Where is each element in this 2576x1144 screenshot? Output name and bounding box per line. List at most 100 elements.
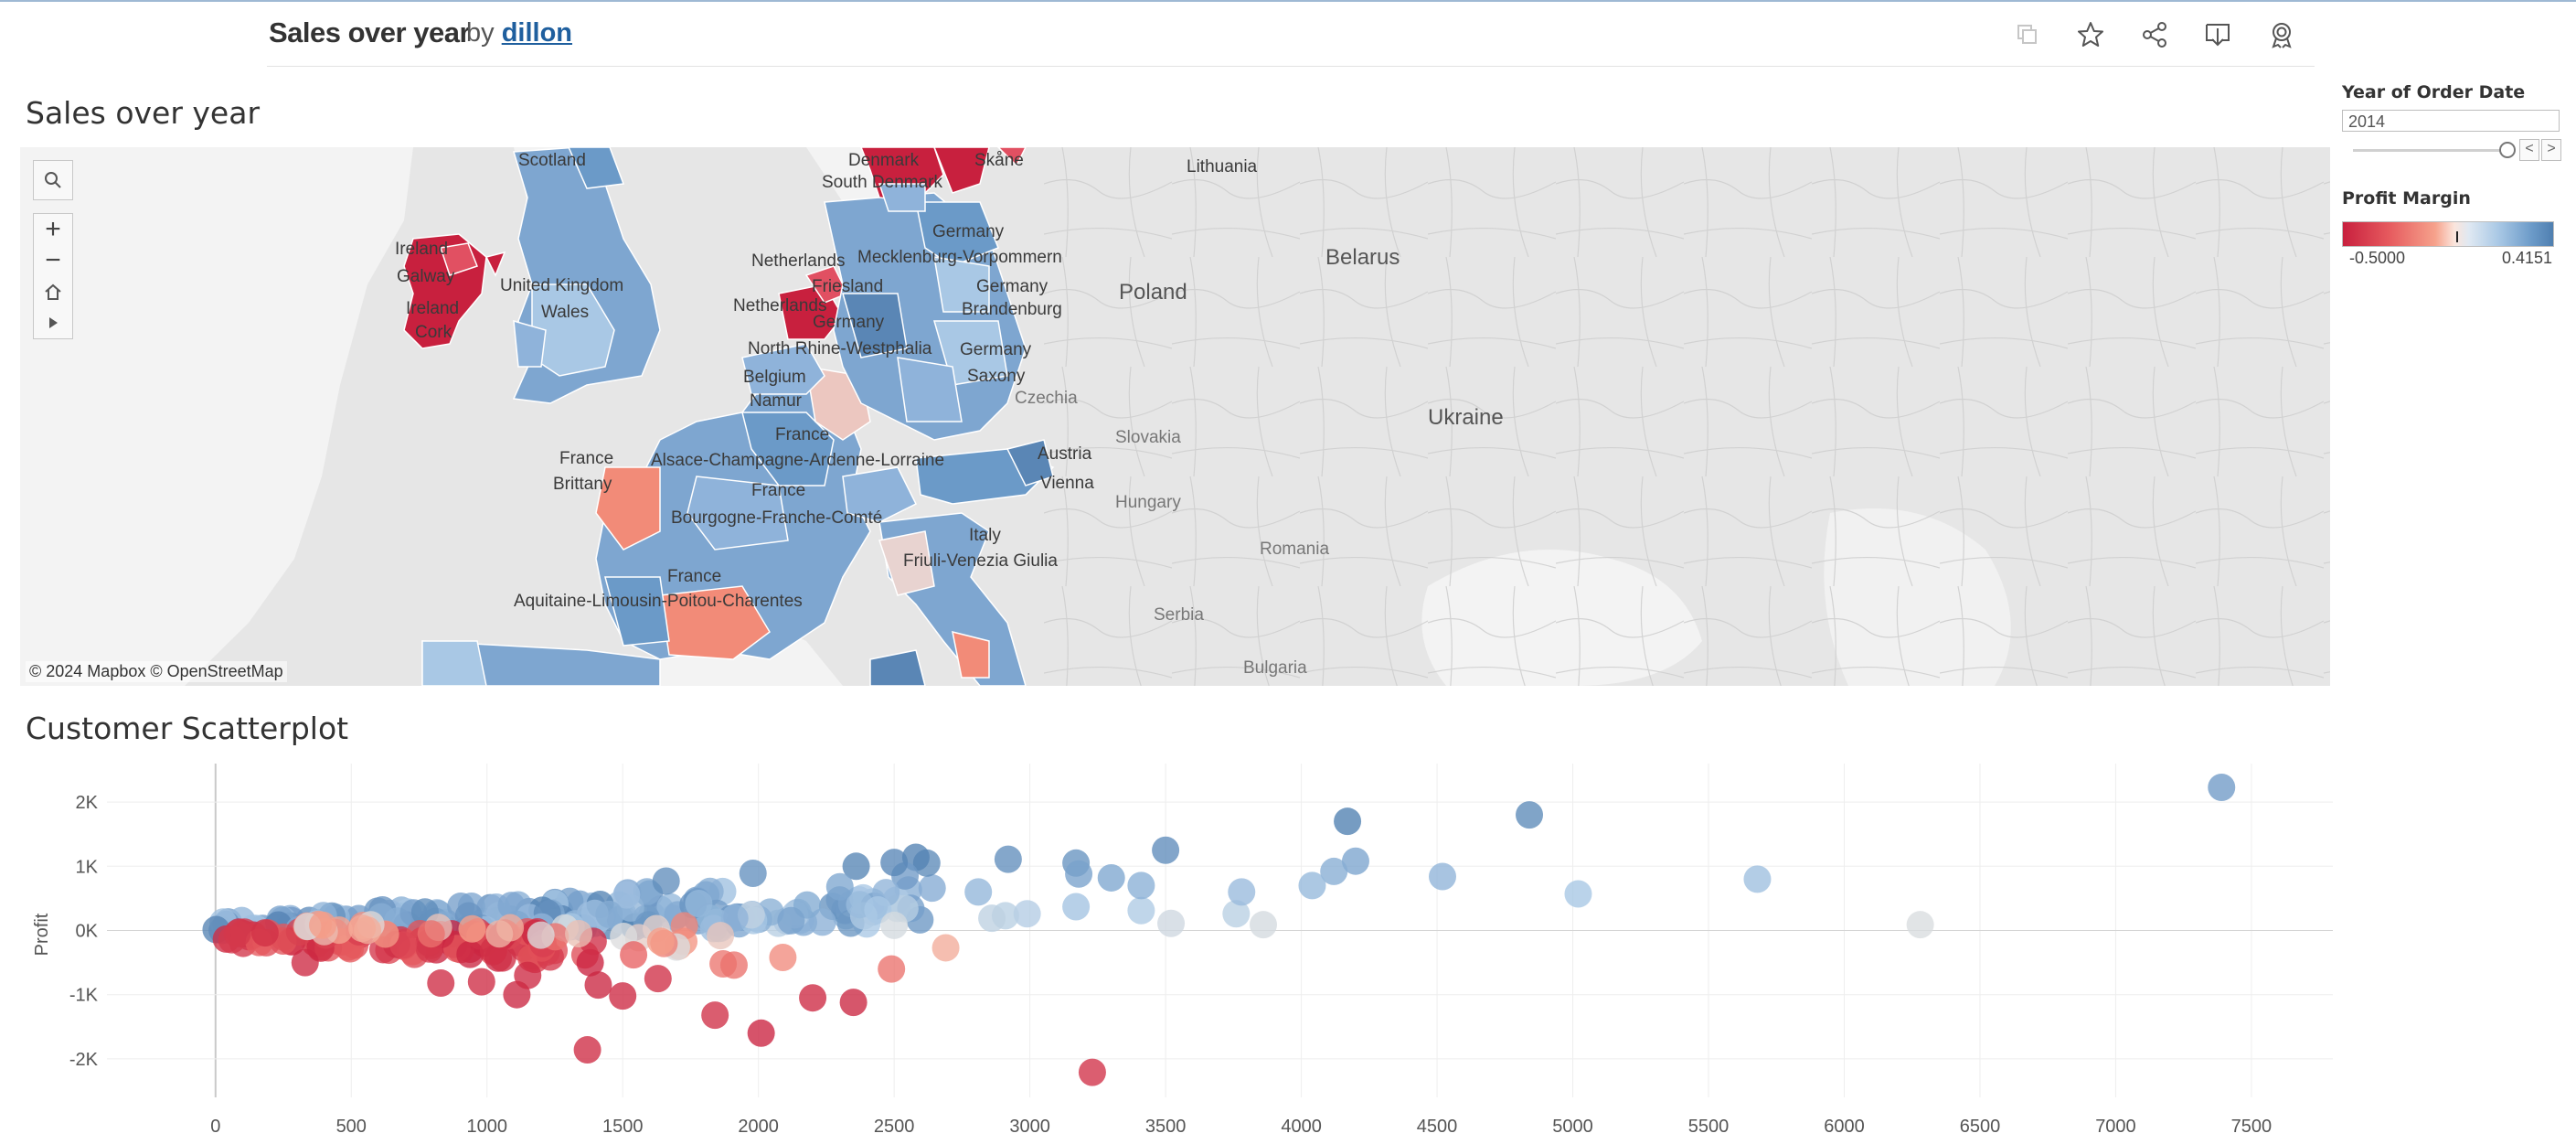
map-labels: Scotland Denmark Skåne South Denmark Lit… (395, 151, 1504, 678)
scatter-point[interactable] (573, 1036, 601, 1064)
scatter-point[interactable] (458, 914, 486, 943)
x-tick-label: 4000 (1281, 1117, 1322, 1137)
zoom-out-button[interactable]: − (45, 245, 61, 275)
download-button[interactable] (2201, 18, 2234, 51)
scatter-point[interactable] (747, 1019, 775, 1047)
scatter-point[interactable] (707, 922, 735, 950)
scatter-point[interactable] (576, 948, 604, 977)
scatter-point[interactable] (612, 881, 641, 909)
scatter-point[interactable] (467, 968, 495, 996)
scatter-point[interactable] (1152, 836, 1180, 864)
label-wales: Wales (541, 303, 589, 322)
scatter-section-title: Customer Scatterplot (26, 711, 349, 746)
map-search-button[interactable] (33, 160, 73, 200)
scatter-point[interactable] (2208, 773, 2236, 801)
slider-thumb[interactable] (2499, 142, 2516, 158)
scatter-point[interactable] (1516, 801, 1544, 829)
scatter-point[interactable] (685, 890, 713, 918)
scatter-point[interactable] (1228, 878, 1256, 906)
scatter-point[interactable] (527, 921, 555, 949)
scatter-point[interactable] (652, 867, 680, 895)
scatter-point[interactable] (1127, 871, 1155, 900)
scatter-point[interactable] (769, 943, 797, 971)
scatter-point[interactable] (825, 872, 854, 901)
scatter-point[interactable] (1157, 909, 1186, 937)
scatter-point[interactable] (777, 906, 805, 935)
scatter-point[interactable] (644, 965, 672, 993)
scatter-point[interactable] (1250, 911, 1278, 939)
scatter-point[interactable] (565, 920, 593, 948)
scatter-point[interactable] (485, 920, 514, 948)
year-next-button[interactable]: > (2541, 139, 2561, 161)
legend-range: -0.5000 0.4151 (2342, 249, 2554, 271)
scatter-point[interactable] (514, 961, 542, 989)
scatter-point[interactable] (839, 989, 868, 1017)
scatter-point[interactable] (918, 874, 946, 903)
scatter-point[interactable] (348, 914, 377, 943)
legend-max: 0.4151 (2501, 249, 2552, 267)
reset-view-button[interactable] (34, 276, 72, 307)
scatter-point[interactable] (799, 984, 827, 1012)
scatter-point[interactable] (1743, 865, 1772, 893)
scatter-point[interactable] (1564, 880, 1592, 908)
scatter-point[interactable] (880, 911, 909, 939)
scatter-point[interactable] (1320, 857, 1348, 885)
slider-track[interactable] (2353, 149, 2507, 152)
scatter-point[interactable] (1013, 900, 1041, 928)
scatter-point[interactable] (1065, 860, 1093, 888)
scatter-point[interactable] (646, 927, 675, 956)
scatter-point[interactable] (1429, 862, 1456, 891)
badge-button[interactable] (2265, 18, 2298, 51)
scatter-point[interactable] (1222, 900, 1251, 928)
scatter-point[interactable] (978, 904, 1006, 933)
scatter-point[interactable] (880, 849, 909, 877)
scatter-point[interactable] (1097, 863, 1125, 892)
scatter-point[interactable] (1078, 1058, 1106, 1086)
favorite-button[interactable] (2074, 18, 2107, 51)
x-tick-label: 4500 (1417, 1117, 1458, 1137)
scatter-point[interactable] (250, 919, 279, 947)
scatter-point[interactable] (1341, 847, 1369, 875)
year-prev-button[interactable]: < (2519, 139, 2539, 161)
scatter-point[interactable] (1298, 871, 1326, 900)
author-link[interactable]: dillon (501, 18, 573, 48)
scatter-point[interactable] (719, 951, 748, 979)
scatter-point[interactable] (701, 1001, 729, 1030)
copy-button[interactable] (2011, 18, 2044, 51)
scatter-point[interactable] (1127, 896, 1155, 925)
scatter-point[interactable] (427, 969, 455, 998)
scatter-point[interactable] (670, 912, 698, 940)
scatter-point[interactable] (739, 860, 767, 888)
customer-scatterplot[interactable]: 0 500 1000 1500 2000 2500 3000 3500 4000 4500 5000… (20, 759, 2333, 1139)
year-slider[interactable]: < > (2342, 139, 2566, 161)
author-byline: by dillon (466, 18, 572, 48)
label-scotland: Scotland (518, 151, 586, 170)
scatter-point[interactable] (1062, 893, 1091, 921)
share-button[interactable] (2138, 18, 2171, 51)
zoom-in-button[interactable]: + (45, 214, 61, 244)
scatter-point[interactable] (1334, 807, 1362, 836)
label-germany-mid: Germany (813, 313, 885, 332)
scatter-point[interactable] (417, 920, 445, 948)
scatter-point[interactable] (620, 941, 648, 969)
pan-toggle-button[interactable] (34, 307, 72, 338)
scatter-point[interactable] (878, 955, 906, 983)
scatter-point[interactable] (309, 911, 337, 939)
scatter-point[interactable] (964, 878, 993, 906)
sales-map[interactable]: Scotland Denmark Skåne South Denmark Lit… (20, 147, 2330, 686)
label-france-ne: France (775, 425, 829, 444)
scatter-point[interactable] (994, 845, 1022, 873)
scatter-point[interactable] (595, 900, 623, 928)
profit-margin-legend[interactable] (2342, 221, 2554, 247)
scatter-point[interactable] (456, 940, 484, 968)
scatter-point[interactable] (223, 919, 251, 947)
scatter-point[interactable] (842, 852, 870, 881)
scatter-point[interactable] (291, 948, 319, 977)
map-attribution[interactable]: © 2024 Mapbox © OpenStreetMap (26, 661, 287, 682)
scatter-point[interactable] (931, 934, 960, 962)
legend-zero-tick (2456, 231, 2458, 242)
scatter-point[interactable] (1906, 911, 1934, 939)
scatter-point[interactable] (609, 982, 637, 1010)
scatter-point[interactable] (584, 971, 612, 1000)
year-filter-value[interactable]: 2014 (2342, 110, 2560, 132)
